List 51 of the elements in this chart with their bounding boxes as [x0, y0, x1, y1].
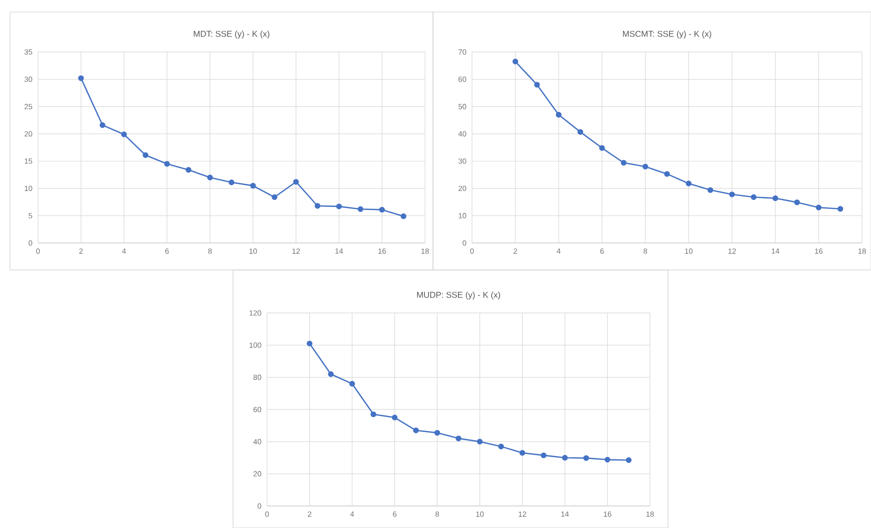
point: [729, 192, 735, 198]
point: [392, 414, 398, 420]
chart-title: MUDP: SSE (y) - K (x): [417, 292, 500, 300]
point: [100, 122, 106, 128]
point: [456, 436, 462, 442]
point: [349, 380, 355, 387]
point: [604, 456, 610, 463]
point: [306, 340, 312, 346]
point: [583, 455, 590, 461]
point: [534, 82, 540, 88]
point: [328, 371, 334, 377]
point: [620, 160, 627, 166]
point: [512, 58, 518, 64]
point: [370, 411, 376, 418]
point: [164, 161, 170, 167]
point: [250, 182, 256, 189]
point: [540, 452, 546, 458]
point: [379, 206, 385, 213]
point: [336, 204, 342, 210]
point: [562, 454, 568, 461]
point: [664, 171, 670, 177]
point: [556, 112, 562, 118]
point: [794, 199, 800, 206]
point: [434, 430, 440, 436]
point: [476, 438, 483, 444]
point: [750, 194, 757, 200]
point: [707, 187, 714, 193]
point: [498, 444, 504, 450]
point: [78, 75, 84, 82]
point: [400, 213, 406, 220]
point: [519, 450, 526, 456]
point: [293, 179, 299, 185]
chart-title: MDT: SSE (y) - K (x): [194, 30, 270, 38]
point: [121, 132, 127, 138]
point: [642, 164, 648, 170]
point: [772, 195, 778, 202]
point: [599, 145, 605, 151]
point: [228, 180, 234, 186]
point: [186, 167, 192, 173]
point: [358, 206, 364, 212]
point: [207, 174, 213, 180]
point: [413, 428, 419, 434]
point: [272, 194, 278, 200]
point: [577, 129, 584, 135]
point: [626, 457, 632, 463]
point: [837, 206, 844, 212]
chart-title: MSCMT: SSE (y) - K (x): [623, 30, 712, 38]
point: [142, 152, 148, 158]
point: [686, 180, 692, 186]
point: [816, 204, 822, 210]
point: [314, 203, 320, 209]
